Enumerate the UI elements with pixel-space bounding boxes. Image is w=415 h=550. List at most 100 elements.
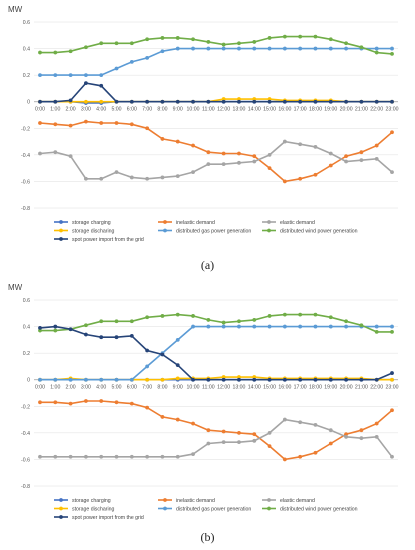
data-point-storage-discharing [160,377,165,382]
data-point-distributed-gas-power-generation [298,46,303,51]
data-point-elastic-demand [328,151,333,156]
y-tick-label: -0.6 [21,457,30,463]
y-tick-label: 0.4 [23,47,30,53]
data-point-distributed-gas-power-generation [206,46,211,51]
data-point-inelastic-demand [359,428,364,433]
data-point-distributed-gas-power-generation [390,324,394,329]
data-point-distributed-gas-power-generation [145,364,150,369]
series-line-elastic-demand [39,140,393,180]
data-point-elastic-demand [298,420,303,425]
legend-marker-storage-charging [59,220,63,224]
data-point-inelastic-demand [38,400,42,405]
y-tick-label: 0.6 [23,298,30,304]
data-point-storage-discharing [267,97,272,101]
series-line-distributed-gas-power-generation [40,325,392,381]
data-point-inelastic-demand [114,400,119,405]
data-point-elastic-demand [84,454,88,459]
y-tick-label: 0 [27,378,30,384]
data-point-distributed-wind-power-generation [53,328,58,333]
data-point-spot-power-import-from-the-grid [390,99,394,104]
data-point-distributed-wind-power-generation [282,312,287,317]
x-tick-label: 2:00 [66,107,76,113]
data-point-distributed-gas-power-generation [390,46,394,51]
series-line-inelastic-demand [39,120,393,183]
data-point-elastic-demand [145,454,150,459]
data-point-spot-power-import-from-the-grid [68,98,73,103]
data-point-inelastic-demand [298,454,303,459]
data-point-distributed-wind-power-generation [129,41,134,46]
data-point-spot-power-import-from-the-grid [252,99,257,104]
data-point-distributed-gas-power-generation [68,73,73,78]
data-point-distributed-gas-power-generation [84,73,88,78]
data-point-distributed-wind-power-generation [252,318,257,322]
x-tick-label: 21:00 [355,385,368,391]
chart-a: MW0.6 0.4 0.2 0 -0.2 -0.4 -0.6 -0.8 0:00 1:00 2:00… [8,5,399,243]
data-point-distributed-wind-power-generation [191,37,195,42]
data-point-spot-power-import-from-the-grid [328,377,333,382]
data-point-distributed-wind-power-generation [328,37,333,42]
data-point-distributed-wind-power-generation [390,329,394,334]
x-tick-label: 19:00 [324,385,337,391]
x-tick-label: 3:00 [81,385,91,391]
data-point-distributed-gas-power-generation [313,324,318,329]
data-point-spot-power-import-from-the-grid [221,377,226,382]
data-point-distributed-wind-power-generation [145,37,150,42]
data-point-spot-power-import-from-the-grid [68,327,73,332]
legend-marker-inelastic-demand [163,498,167,502]
data-point-distributed-wind-power-generation [68,49,73,54]
data-point-distributed-gas-power-generation [344,46,348,51]
data-point-distributed-gas-power-generation [160,49,165,54]
y-tick-label: -0.2 [21,404,30,410]
x-tick-label: 5:00 [111,107,121,113]
y-tick-label: 0.2 [23,351,30,357]
data-point-elastic-demand [99,176,104,181]
data-point-distributed-gas-power-generation [282,46,287,51]
data-point-distributed-wind-power-generation [99,41,104,46]
data-point-storage-discharing [221,375,226,379]
data-point-inelastic-demand [129,122,134,127]
data-point-storage-discharing [84,99,88,104]
data-point-elastic-demand [359,158,364,163]
data-point-inelastic-demand [359,150,364,155]
data-point-inelastic-demand [267,166,272,171]
data-point-elastic-demand [191,452,195,457]
data-point-distributed-gas-power-generation [145,55,150,60]
x-tick-label: 0:00 [35,385,45,391]
x-tick-label: 3:00 [81,107,91,113]
x-tick-label: 17:00 [294,385,307,391]
x-tick-label: 16:00 [278,107,291,113]
legend-label-storage-discharing: storage discharing [72,506,115,512]
data-point-elastic-demand [221,440,226,445]
x-tick-label: 15:00 [263,385,276,391]
data-point-spot-power-import-from-the-grid [237,377,241,382]
x-tick-label: 11:00 [202,385,215,391]
data-point-distributed-wind-power-generation [252,40,257,44]
data-point-spot-power-import-from-the-grid [160,99,165,104]
data-point-inelastic-demand [282,457,287,462]
legend-label-distributed-gas-power-generation: distributed gas power generation [176,228,251,234]
data-point-spot-power-import-from-the-grid [114,335,119,340]
data-point-elastic-demand [221,162,226,167]
x-tick-label: 7:00 [142,107,152,113]
data-point-spot-power-import-from-the-grid [374,377,379,382]
data-point-distributed-gas-power-generation [175,337,180,342]
data-point-distributed-gas-power-generation [252,46,257,51]
data-point-distributed-wind-power-generation [129,319,134,324]
data-point-spot-power-import-from-the-grid [84,332,88,337]
x-tick-label: 6:00 [127,107,137,113]
data-point-spot-power-import-from-the-grid [374,99,379,104]
data-point-distributed-wind-power-generation [160,36,165,40]
data-point-storage-discharing [390,377,394,382]
series-line-storage-discharing [40,98,392,103]
data-point-distributed-wind-power-generation [390,51,394,56]
x-tick-label: 17:00 [294,107,307,113]
data-point-elastic-demand [313,422,318,427]
series-line-elastic-demand [40,418,393,458]
x-tick-label: 1:00 [50,385,60,391]
legend-marker-elastic-demand [267,220,271,224]
data-point-distributed-gas-power-generation [374,46,379,51]
series-line-distributed-wind-power-generation [40,35,393,55]
series-line-distributed-gas-power-generation [40,47,392,76]
data-point-distributed-wind-power-generation [267,36,272,40]
data-point-inelastic-demand [99,399,104,403]
